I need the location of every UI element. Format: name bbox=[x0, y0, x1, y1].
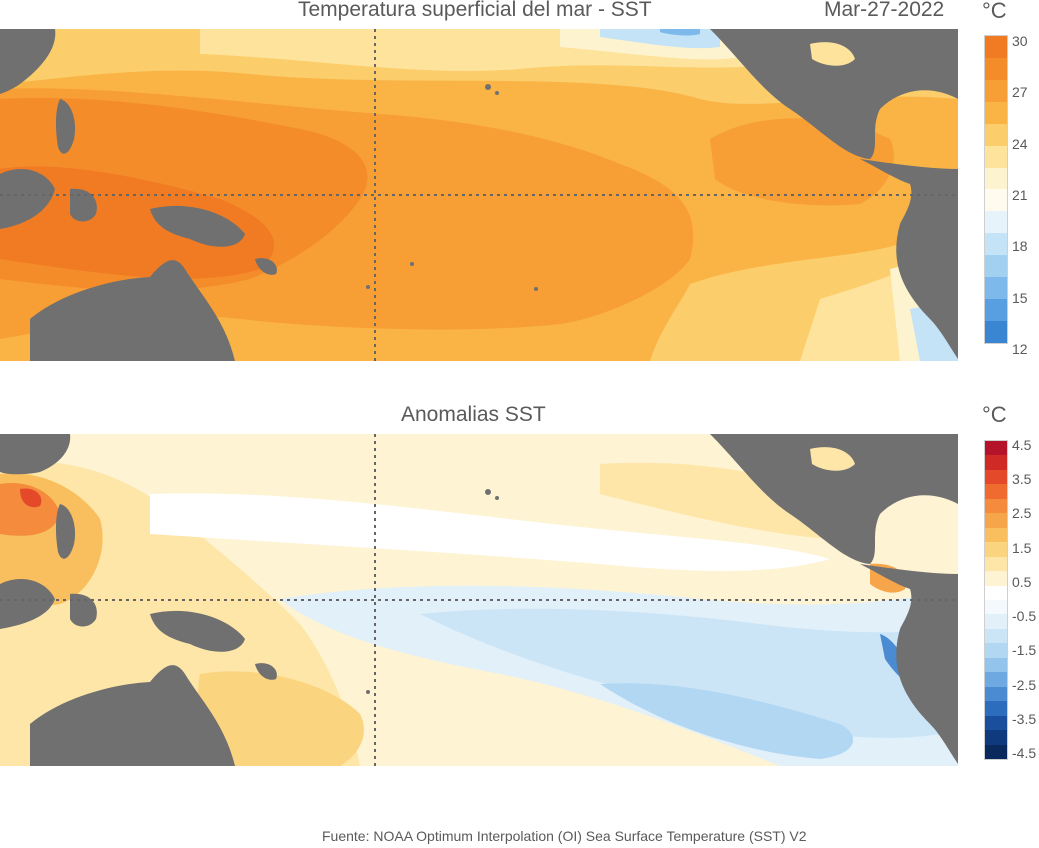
anomaly-colorbar-tick-label: -0.5 bbox=[1012, 608, 1037, 625]
anomaly-colorbar-tick-label: 1.5 bbox=[1012, 539, 1032, 556]
sst-colorbar-tick-label: 30 bbox=[1012, 33, 1028, 49]
anomaly-colorbar-segment bbox=[985, 672, 1007, 687]
sst-colorbar-segment bbox=[985, 299, 1007, 321]
sst-map bbox=[0, 29, 958, 361]
sst-colorbar-tick-label: 24 bbox=[1012, 135, 1028, 152]
anomaly-map bbox=[0, 434, 958, 766]
anomaly-map-title: Anomalias SST bbox=[401, 403, 546, 426]
sst-colorbar-segment bbox=[985, 167, 1007, 190]
sst-colorbar-tick-label: 12 bbox=[1012, 341, 1028, 357]
anomaly-colorbar-tick-label: 4.5 bbox=[1012, 437, 1032, 453]
anomaly-colorbar-segment bbox=[985, 571, 1007, 586]
anomaly-colorbar-segment bbox=[985, 744, 1007, 759]
anomaly-colorbar-tick-label: 3.5 bbox=[1012, 471, 1032, 488]
anomaly-colorbar-segment bbox=[985, 686, 1007, 702]
anomaly-colorbar-tick-label: -4.5 bbox=[1012, 745, 1037, 761]
anomaly-colorbar-segment bbox=[985, 730, 1007, 745]
anomaly-colorbar-segment bbox=[985, 614, 1007, 629]
sst-colorbar-segment bbox=[985, 277, 1007, 300]
sst-colorbar-tick-label: 18 bbox=[1012, 238, 1028, 255]
sst-colorbar-segment bbox=[985, 101, 1007, 124]
anomaly-unit-label: °C bbox=[982, 402, 1007, 427]
anomaly-colorbar-segment bbox=[985, 657, 1007, 673]
sst-map-title: Temperatura superficial del mar - SST bbox=[298, 0, 652, 21]
sst-colorbar-segment bbox=[985, 320, 1007, 343]
anomaly-colorbar-segment bbox=[985, 628, 1007, 644]
anomaly-colorbar bbox=[984, 440, 1008, 760]
sst-colorbar-segment bbox=[985, 36, 1007, 58]
anomaly-colorbar-segment bbox=[985, 556, 1007, 572]
sst-colorbar-segment bbox=[985, 145, 1007, 168]
sst-colorbar-segment bbox=[985, 57, 1007, 80]
anomaly-colorbar-tick-label: -3.5 bbox=[1012, 710, 1037, 727]
sst-colorbar-tick-label: 21 bbox=[1012, 187, 1028, 203]
sst-colorbar-tick-label: 15 bbox=[1012, 289, 1028, 306]
anomaly-colorbar-segment bbox=[985, 585, 1007, 600]
anomaly-colorbar-tick-label: 2.5 bbox=[1012, 505, 1032, 522]
anomaly-colorbar-segment bbox=[985, 469, 1007, 485]
anomaly-colorbar-segment bbox=[985, 513, 1007, 528]
sst-colorbar-segment bbox=[985, 123, 1007, 146]
sst-colorbar bbox=[984, 35, 1008, 344]
anomaly-colorbar-segment bbox=[985, 701, 1007, 716]
sst-colorbar-segment bbox=[985, 233, 1007, 256]
anomaly-colorbar-segment bbox=[985, 455, 1007, 470]
anomaly-colorbar-segment bbox=[985, 498, 1007, 514]
anomaly-colorbar-segment bbox=[985, 527, 1007, 543]
sst-map-date: Mar-27-2022 bbox=[824, 0, 945, 21]
sst-colorbar-segment bbox=[985, 79, 1007, 102]
anomaly-colorbar-segment bbox=[985, 715, 1007, 731]
anomaly-colorbar-segment bbox=[985, 484, 1007, 499]
sst-colorbar-segment bbox=[985, 255, 1007, 278]
anomaly-colorbar-segment bbox=[985, 599, 1007, 615]
sst-colorbar-segment bbox=[985, 189, 1007, 212]
anomaly-colorbar-tick-label: -1.5 bbox=[1012, 642, 1037, 659]
anomaly-colorbar-tick-label: -2.5 bbox=[1012, 676, 1037, 693]
sst-unit-label: °C bbox=[982, 0, 1007, 23]
anomaly-colorbar-tick-label: 0.5 bbox=[1012, 573, 1032, 590]
data-source-caption: Fuente: NOAA Optimum Interpolation (OI) … bbox=[322, 828, 807, 844]
anomaly-colorbar-segment bbox=[985, 542, 1007, 557]
sst-colorbar-segment bbox=[985, 211, 1007, 234]
anomaly-colorbar-segment bbox=[985, 441, 1007, 456]
sst-colorbar-tick-label: 27 bbox=[1012, 84, 1028, 101]
anomaly-colorbar-segment bbox=[985, 643, 1007, 658]
